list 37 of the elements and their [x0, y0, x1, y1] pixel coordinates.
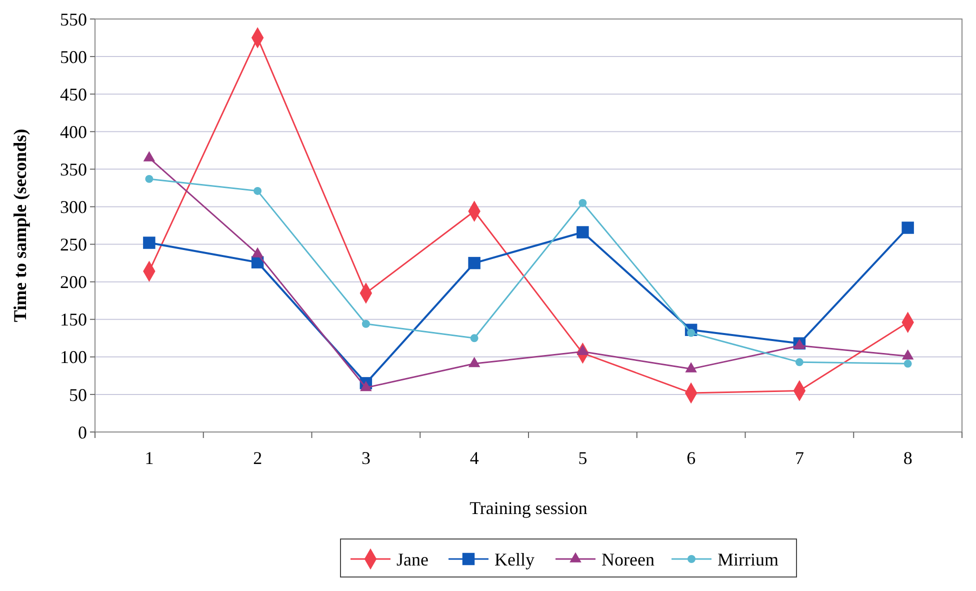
point — [468, 256, 480, 270]
y-tick-label: 500 — [60, 46, 87, 67]
x-tick-label: 8 — [903, 448, 912, 468]
x-axis-title: Training session — [470, 498, 588, 518]
x-tick-label: 6 — [686, 448, 696, 468]
point — [143, 236, 156, 249]
point — [902, 222, 914, 234]
y-tick-label: 0 — [78, 422, 87, 442]
y-tick-label: 550 — [60, 9, 87, 30]
y-tick-label: 50 — [69, 384, 87, 405]
point — [904, 360, 912, 368]
x-tick-label: 1 — [144, 448, 154, 468]
point — [576, 226, 589, 238]
x-tick-label: 7 — [794, 448, 804, 468]
legend-label: Kelly — [494, 549, 534, 570]
y-axis-title: Time to sample (seconds) — [10, 128, 30, 322]
legend-label: Noreen — [602, 549, 654, 570]
point — [795, 358, 804, 366]
legend-label: Mirrium — [718, 549, 778, 570]
point — [362, 320, 370, 328]
point — [145, 174, 154, 183]
x-tick-label: 3 — [361, 448, 370, 468]
y-tick-label: 450 — [60, 84, 87, 104]
y-tick-label: 100 — [60, 347, 87, 368]
x-tick-label: 4 — [470, 448, 479, 468]
point — [578, 198, 587, 207]
x-tick-label: 2 — [253, 448, 262, 468]
y-tick-label: 200 — [60, 272, 87, 292]
y-tick-label: 250 — [60, 234, 87, 255]
point — [470, 334, 478, 342]
point — [254, 186, 262, 195]
legend-label: Jane — [396, 549, 428, 570]
y-tick-label: 300 — [60, 197, 87, 218]
x-tick-label: 5 — [578, 448, 588, 468]
y-tick-label: 400 — [60, 122, 87, 142]
y-tick-label: 150 — [60, 310, 87, 330]
y-tick-label: 350 — [60, 159, 87, 180]
